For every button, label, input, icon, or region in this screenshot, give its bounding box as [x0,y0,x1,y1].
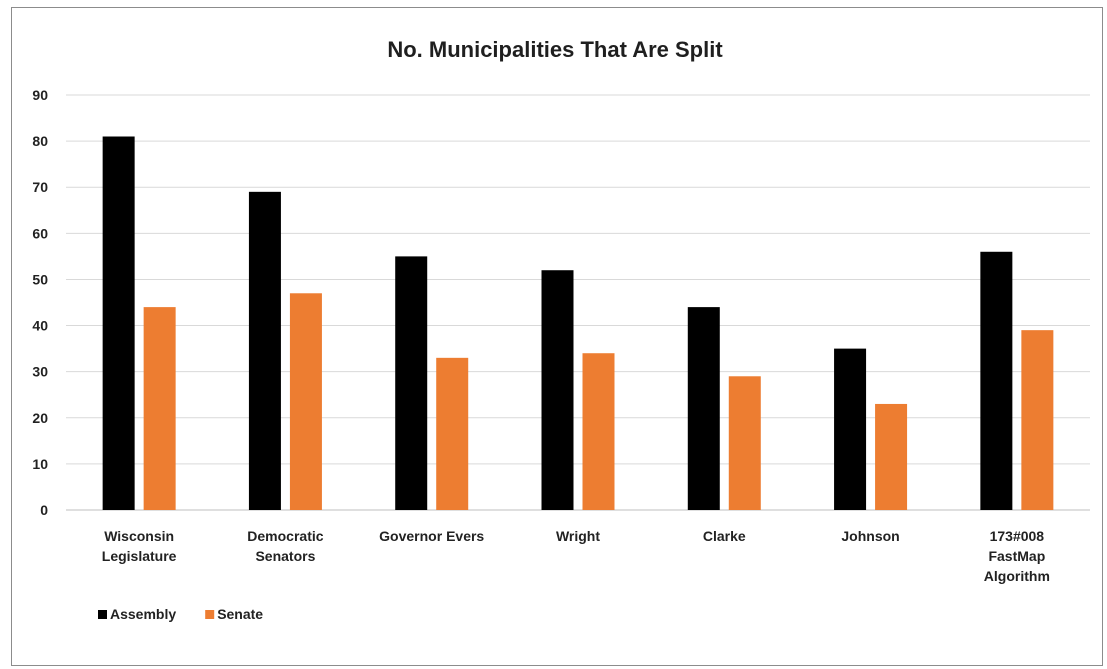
chart-title: No. Municipalities That Are Split [387,37,723,62]
x-tick-label: 173#008 FastMap Algorithm [984,528,1050,584]
x-tick-label: Democratic Senators [247,528,323,564]
y-tick-label: 20 [32,410,48,426]
bar-senate [875,403,908,510]
legend-label: Assembly [110,606,176,622]
y-tick-label: 40 [32,318,48,334]
x-tick-label: Wright [556,528,600,544]
bar-assembly [834,348,867,510]
y-tick-label: 10 [32,456,48,472]
bar-senate [436,357,469,510]
y-tick-label: 80 [32,133,48,149]
x-tick-label: Wisconsin Legislature [102,528,177,564]
y-tick-label: 0 [40,502,48,518]
y-tick-label: 90 [32,87,48,103]
bar-assembly [395,256,428,510]
y-axis: 0 10 20 30 40 50 60 70 80 90 [32,87,48,518]
bar-senate [143,307,176,510]
bar-assembly [248,191,281,511]
bar-assembly [541,270,574,510]
gridlines [66,94,1090,511]
bar-assembly [980,251,1013,510]
y-tick-label: 70 [32,179,48,195]
x-tick-label: Governor Evers [379,528,484,544]
legend-swatch [205,610,215,619]
bar-senate [1021,330,1054,510]
bar-senate [582,353,615,510]
bars [102,136,1054,511]
x-tick-label: Johnson [841,528,899,544]
y-tick-label: 50 [32,271,48,287]
bar-assembly [102,136,135,510]
bar-senate [289,293,322,510]
x-tick-label: Clarke [703,528,746,544]
x-axis: Wisconsin Legislature Democratic Senators Go… [102,528,1050,584]
legend-swatch [98,610,107,619]
bar-assembly [687,307,720,510]
legend: Assembly Senate [98,606,263,622]
bar-senate [728,376,761,510]
y-tick-label: 30 [32,364,48,380]
legend-label: Senate [217,606,263,622]
y-tick-label: 60 [32,225,48,241]
